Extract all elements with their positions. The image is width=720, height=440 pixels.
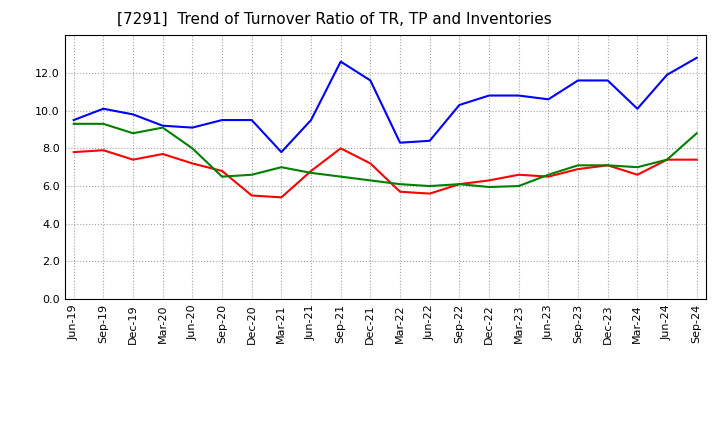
Trade Payables	[485, 93, 493, 98]
Line: Trade Payables: Trade Payables	[73, 58, 697, 152]
Inventories	[633, 165, 642, 170]
Trade Receivables	[426, 191, 434, 196]
Inventories	[574, 163, 582, 168]
Trade Receivables	[544, 174, 553, 179]
Trade Receivables	[693, 157, 701, 162]
Trade Payables	[603, 78, 612, 83]
Inventories	[336, 174, 345, 179]
Line: Inventories: Inventories	[73, 124, 697, 187]
Trade Payables	[129, 112, 138, 117]
Trade Receivables	[188, 161, 197, 166]
Trade Payables	[514, 93, 523, 98]
Trade Receivables	[99, 147, 108, 153]
Inventories	[693, 131, 701, 136]
Inventories	[603, 163, 612, 168]
Trade Payables	[69, 117, 78, 123]
Trade Payables	[188, 125, 197, 130]
Inventories	[69, 121, 78, 126]
Inventories	[188, 146, 197, 151]
Trade Receivables	[485, 178, 493, 183]
Inventories	[485, 184, 493, 190]
Trade Payables	[633, 106, 642, 111]
Inventories	[99, 121, 108, 126]
Trade Receivables	[307, 169, 315, 174]
Trade Payables	[662, 72, 671, 77]
Inventories	[158, 125, 167, 130]
Trade Payables	[336, 59, 345, 64]
Trade Receivables	[69, 150, 78, 155]
Trade Receivables	[514, 172, 523, 177]
Inventories	[455, 182, 464, 187]
Inventories	[129, 131, 138, 136]
Trade Receivables	[574, 166, 582, 172]
Trade Payables	[426, 138, 434, 143]
Inventories	[426, 183, 434, 189]
Trade Receivables	[129, 157, 138, 162]
Trade Payables	[396, 140, 405, 145]
Trade Payables	[307, 117, 315, 123]
Trade Payables	[544, 97, 553, 102]
Inventories	[396, 182, 405, 187]
Inventories	[366, 178, 374, 183]
Trade Payables	[366, 78, 374, 83]
Inventories	[277, 165, 286, 170]
Trade Payables	[574, 78, 582, 83]
Trade Payables	[693, 55, 701, 60]
Inventories	[544, 172, 553, 177]
Trade Payables	[455, 103, 464, 108]
Trade Payables	[277, 150, 286, 155]
Trade Receivables	[662, 157, 671, 162]
Trade Receivables	[396, 189, 405, 194]
Inventories	[248, 172, 256, 177]
Trade Receivables	[158, 151, 167, 157]
Trade Payables	[99, 106, 108, 111]
Trade Receivables	[633, 172, 642, 177]
Trade Receivables	[248, 193, 256, 198]
Inventories	[514, 183, 523, 189]
Trade Receivables	[217, 169, 226, 174]
Inventories	[307, 170, 315, 176]
Trade Receivables	[277, 195, 286, 200]
Trade Receivables	[366, 161, 374, 166]
Trade Payables	[248, 117, 256, 123]
Trade Receivables	[603, 163, 612, 168]
Inventories	[217, 174, 226, 179]
Trade Receivables	[455, 182, 464, 187]
Trade Payables	[217, 117, 226, 123]
Inventories	[662, 157, 671, 162]
Trade Receivables	[336, 146, 345, 151]
Trade Payables	[158, 123, 167, 128]
Line: Trade Receivables: Trade Receivables	[73, 148, 697, 198]
Title: [7291]  Trend of Turnover Ratio of TR, TP and Inventories: [7291] Trend of Turnover Ratio of TR, TP…	[117, 12, 552, 27]
